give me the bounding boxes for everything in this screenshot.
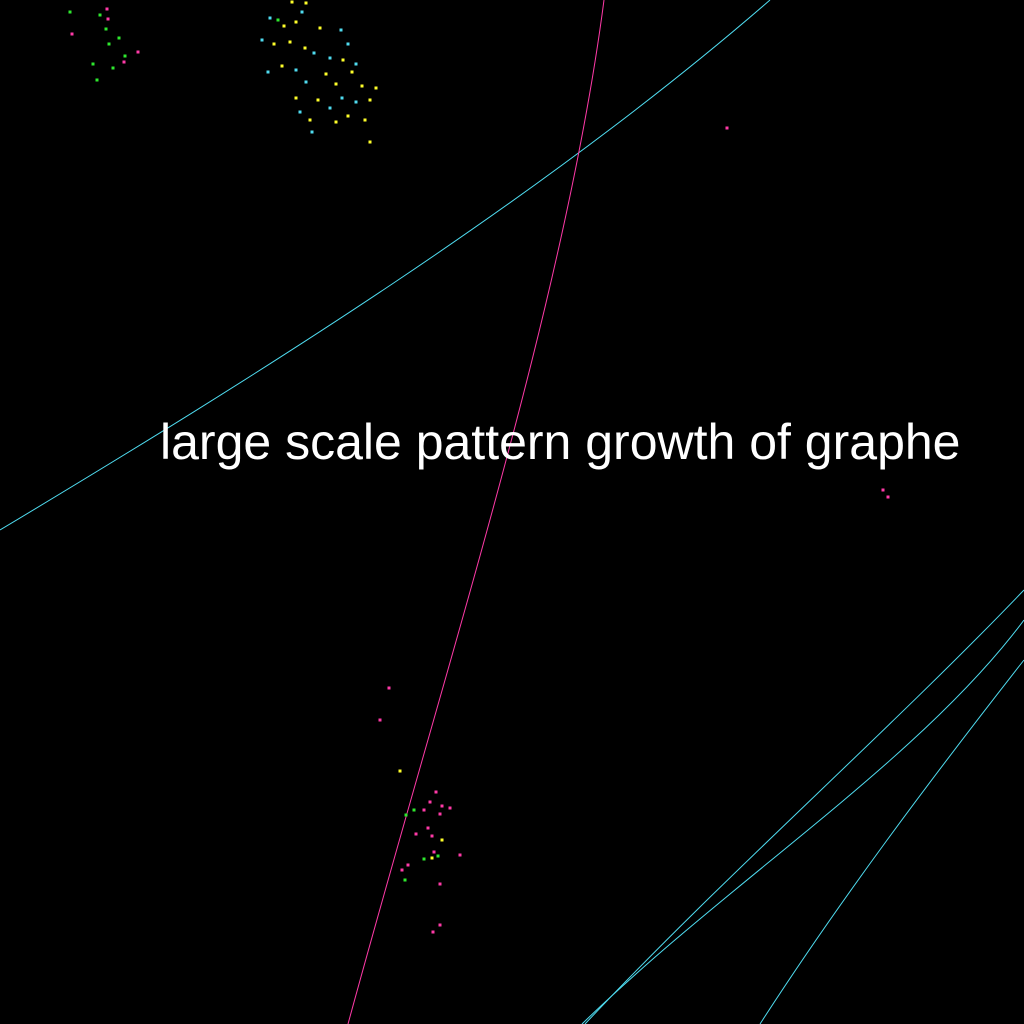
scatter-point-yellow	[294, 96, 298, 100]
caption-text: large scale pattern growth of graphe	[160, 414, 961, 470]
scatter-point-yellow	[308, 118, 312, 122]
scatter-point-yellow	[280, 64, 284, 68]
scatter-point-yellow	[294, 20, 298, 24]
scatter-point-green	[95, 78, 99, 82]
cyan-curve-lower-1	[584, 589, 1024, 1024]
scatter-point-yellow	[363, 118, 367, 122]
scatter-point-magenta	[438, 882, 442, 886]
scatter-point-yellow	[360, 84, 364, 88]
scatter-point-green	[91, 62, 95, 66]
scatter-point-magenta	[725, 126, 729, 130]
scatter-point-green	[68, 10, 72, 14]
scatter-point-magenta	[431, 930, 435, 934]
scatter-point-cyan	[354, 62, 358, 66]
scatter-point-magenta	[106, 17, 110, 21]
cyan-curve-upper	[0, 0, 771, 531]
scatter-point-magenta	[70, 32, 74, 36]
scatter-point-yellow	[430, 856, 434, 860]
scatter-point-cyan	[328, 106, 332, 110]
scatter-point-yellow	[440, 838, 444, 842]
scatter-point-magenta	[136, 50, 140, 54]
scatter-point-magenta	[430, 834, 434, 838]
scatter-point-yellow	[316, 98, 320, 102]
scatter-point-yellow	[324, 72, 328, 76]
scatter-point-yellow	[368, 140, 372, 144]
scatter-point-yellow	[398, 769, 402, 773]
scatter-point-yellow	[334, 82, 338, 86]
scatter-point-cyan	[266, 70, 270, 74]
scatter-point-yellow	[334, 120, 338, 124]
scatter-point-green	[404, 813, 408, 817]
scatter-point-yellow	[288, 40, 292, 44]
scatter-points	[68, 0, 890, 934]
scatter-point-magenta	[422, 808, 426, 812]
scatter-point-yellow	[374, 86, 378, 90]
scatter-point-cyan	[268, 16, 272, 20]
scatter-point-green	[104, 27, 108, 31]
scatter-point-green	[117, 36, 121, 40]
scatter-point-magenta	[122, 60, 126, 64]
cyan-curve-lower-3	[759, 659, 1024, 1024]
scatter-point-cyan	[260, 38, 264, 42]
scatter-point-green	[436, 854, 440, 858]
scatter-point-magenta	[881, 488, 885, 492]
scatter-point-cyan	[310, 130, 314, 134]
scatter-point-magenta	[886, 495, 890, 499]
scatter-point-magenta	[438, 812, 442, 816]
scatter-point-cyan	[354, 100, 358, 104]
scatter-point-cyan	[312, 51, 316, 55]
scatter-point-green	[276, 18, 280, 22]
scatter-point-cyan	[346, 42, 350, 46]
scatter-point-cyan	[300, 10, 304, 14]
scatter-point-magenta	[458, 853, 462, 857]
scatter-point-yellow	[346, 114, 350, 118]
scatter-point-green	[98, 13, 102, 17]
scatter-point-magenta	[400, 868, 404, 872]
magenta-curve	[347, 0, 605, 1024]
scatter-point-green	[403, 878, 407, 882]
scatter-point-magenta	[434, 790, 438, 794]
scatter-point-green	[412, 808, 416, 812]
scatter-point-magenta	[105, 7, 109, 11]
scatter-point-magenta	[426, 826, 430, 830]
scatter-point-yellow	[282, 24, 286, 28]
scatter-point-yellow	[303, 46, 307, 50]
scatter-point-magenta	[440, 804, 444, 808]
scatter-point-yellow	[318, 26, 322, 30]
scatter-point-green	[422, 857, 426, 861]
scatter-point-green	[111, 66, 115, 70]
scatter-point-yellow	[304, 1, 308, 5]
scatter-point-cyan	[328, 56, 332, 60]
scatter-point-magenta	[432, 850, 436, 854]
scatter-point-magenta	[406, 863, 410, 867]
scatter-point-cyan	[340, 96, 344, 100]
scatter-point-cyan	[294, 68, 298, 72]
scatter-point-cyan	[304, 80, 308, 84]
scatter-point-cyan	[339, 28, 343, 32]
scatter-point-magenta	[387, 686, 391, 690]
scatter-point-cyan	[298, 110, 302, 114]
scatter-point-magenta	[428, 800, 432, 804]
scatter-point-magenta	[378, 718, 382, 722]
scatter-point-yellow	[272, 42, 276, 46]
scatter-point-yellow	[350, 70, 354, 74]
scatter-point-yellow	[290, 0, 294, 4]
scatter-point-green	[123, 54, 127, 58]
cyan-curve-lower-2	[581, 619, 1024, 1024]
scatter-point-magenta	[414, 832, 418, 836]
scatter-point-magenta	[438, 923, 442, 927]
scatter-point-green	[107, 42, 111, 46]
scatter-point-magenta	[448, 806, 452, 810]
scatter-point-yellow	[368, 98, 372, 102]
scatter-point-yellow	[341, 58, 345, 62]
